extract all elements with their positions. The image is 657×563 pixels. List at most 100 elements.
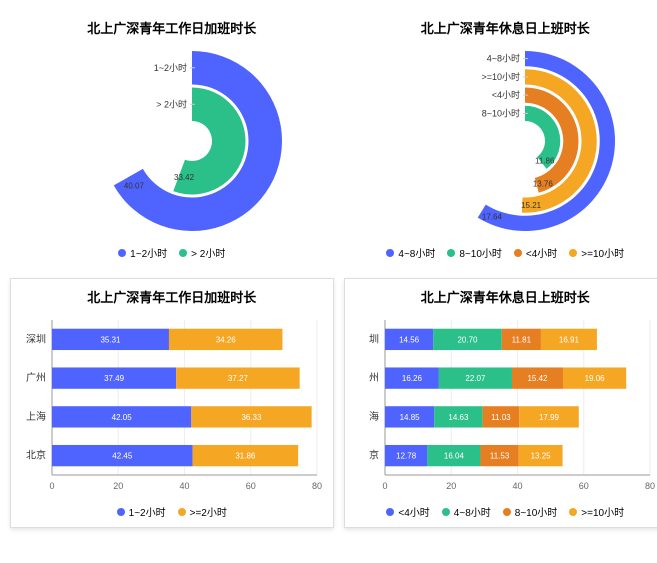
bar-value-label: 37.27: [228, 374, 249, 383]
legend-label: <4小时: [526, 245, 557, 260]
legend-item[interactable]: <4小时: [514, 245, 557, 260]
legend-swatch: [503, 508, 511, 516]
bar-value-label: 42.05: [111, 413, 132, 422]
radial-cat-label: <4小时: [492, 89, 520, 100]
legend-label: 8~10小时: [515, 504, 558, 519]
legend-item[interactable]: 8~10小时: [503, 504, 558, 519]
radial-value-label: 17.64: [482, 212, 503, 221]
bar-chart-4: 020406080圳14.5620.7011.8116.91州16.2622.0…: [350, 310, 657, 500]
legend-swatch: [179, 249, 187, 257]
legend-item[interactable]: 4~8小时: [386, 245, 435, 260]
bar-value-label: 14.85: [400, 413, 421, 422]
bar-value-label: 17.99: [539, 413, 560, 422]
bar-value-label: 11.81: [512, 335, 532, 344]
bar-value-label: 13.25: [531, 452, 552, 461]
legend-swatch: [386, 249, 394, 257]
legend-item[interactable]: >=10小时: [569, 245, 624, 260]
radial-cat-label: 8~10小时: [482, 107, 520, 118]
legend-item[interactable]: 8~10小时: [447, 245, 502, 260]
y-cat-label: 京: [369, 449, 379, 462]
legend-swatch: [118, 249, 126, 257]
x-tick-label: 40: [513, 481, 523, 491]
legend-1: 1~2小时 > 2小时: [10, 241, 334, 268]
chart-title: 北上广深青年休息日上班时长: [344, 10, 657, 41]
legend-swatch: [569, 508, 577, 516]
legend-swatch: [447, 249, 455, 257]
legend-label: >=2小时: [190, 504, 227, 519]
legend-label: >=10小时: [581, 504, 624, 519]
radial-chart-1: 1~2小时40.07> 2小时33.42: [22, 41, 322, 241]
bar-value-label: 36.33: [241, 413, 262, 422]
legend-swatch: [386, 508, 394, 516]
legend-swatch: [442, 508, 450, 516]
bar-value-label: 22.07: [466, 374, 487, 383]
bar-value-label: 42.45: [112, 452, 133, 461]
y-cat-label: 广州: [26, 372, 46, 384]
legend-item[interactable]: 4~8小时: [442, 504, 491, 519]
bar-value-label: 34.26: [215, 335, 236, 344]
legend-swatch: [178, 508, 186, 516]
radial-value-label: 15.21: [521, 201, 542, 210]
bar-chart-3: 020406080深圳35.3134.26广州37.4937.27上海42.05…: [17, 310, 327, 500]
legend-item[interactable]: > 2小时: [179, 245, 225, 260]
radial-value-label: 33.42: [174, 173, 195, 182]
bar-value-label: 12.78: [396, 452, 417, 461]
bar-value-label: 35.31: [100, 335, 121, 344]
legend-item[interactable]: 1~2小时: [118, 245, 167, 260]
x-tick-label: 0: [49, 481, 54, 491]
legend-4: <4小时 4~8小时 8~10小时 >=10小时: [345, 500, 657, 527]
y-cat-label: 州: [369, 372, 379, 384]
radial-cat-label: >=10小时: [482, 71, 521, 82]
radial-cat-label: > 2小时: [156, 98, 187, 109]
x-tick-label: 20: [446, 481, 456, 491]
bar-value-label: 14.63: [449, 413, 470, 422]
legend-swatch: [514, 249, 522, 257]
legend-swatch: [569, 249, 577, 257]
legend-label: <4小时: [398, 504, 429, 519]
radial-chart-2: 4~8小时 17.64 >=10小时 15.21 <4小时 13.76 8~10小时 11.8…: [355, 41, 655, 241]
panel-overtime-radial: 北上广深青年工作日加班时长 1~2小时 40.07 > 2小时 33.42 1~2小时…: [10, 10, 334, 268]
x-tick-label: 80: [312, 481, 322, 491]
legend-label: 4~8小时: [398, 245, 435, 260]
y-cat-label: 海: [369, 410, 379, 423]
legend-item[interactable]: 1~2小时: [117, 504, 166, 519]
bar-value-label: 15.42: [528, 374, 549, 383]
chart-title: 北上广深青年工作日加班时长: [10, 10, 334, 41]
radial-bar: [113, 51, 281, 231]
x-tick-label: 60: [579, 481, 589, 491]
legend-label: 1~2小时: [130, 245, 167, 260]
bar-value-label: 19.06: [585, 374, 606, 383]
x-tick-label: 40: [179, 481, 189, 491]
bar-value-label: 37.49: [104, 374, 125, 383]
bar-value-label: 11.53: [490, 452, 510, 461]
chart-title: 北上广深青年工作日加班时长: [11, 279, 333, 310]
y-cat-label: 深圳: [26, 333, 46, 345]
panel-overtime-bar: 北上广深青年工作日加班时长 020406080深圳35.3134.26广州37.…: [10, 278, 334, 528]
radial-value-label: 40.07: [124, 182, 145, 191]
legend-label: 1~2小时: [129, 504, 166, 519]
radial-value-label: 13.76: [533, 179, 554, 188]
y-cat-label: 圳: [369, 333, 379, 345]
y-cat-label: 上海: [26, 410, 46, 423]
legend-label: > 2小时: [191, 245, 225, 260]
bar-value-label: 16.91: [559, 335, 580, 344]
bar-value-label: 31.86: [235, 452, 256, 461]
x-tick-label: 0: [383, 481, 388, 491]
legend-item[interactable]: <4小时: [386, 504, 429, 519]
bar-value-label: 11.03: [491, 413, 511, 422]
panel-restday-radial: 北上广深青年休息日上班时长 4~8小时 17.64 >=10小时 15.21 <4小时 1…: [344, 10, 657, 268]
chart-title: 北上广深青年休息日上班时长: [345, 279, 657, 310]
bar-value-label: 16.04: [444, 452, 465, 461]
legend-label: 8~10小时: [459, 245, 502, 260]
legend-item[interactable]: >=2小时: [178, 504, 227, 519]
legend-label: >=10小时: [581, 245, 624, 260]
x-tick-label: 20: [113, 481, 123, 491]
panel-restday-bar: 北上广深青年休息日上班时长 020406080圳14.5620.7011.811…: [344, 278, 657, 528]
legend-swatch: [117, 508, 125, 516]
radial-value-label: 11.86: [535, 156, 555, 165]
bar-value-label: 14.56: [399, 335, 420, 344]
bar-value-label: 20.70: [458, 335, 479, 344]
radial-cat-label: 4~8小时: [487, 53, 520, 64]
y-cat-label: 北京: [26, 449, 46, 462]
legend-item[interactable]: >=10小时: [569, 504, 624, 519]
